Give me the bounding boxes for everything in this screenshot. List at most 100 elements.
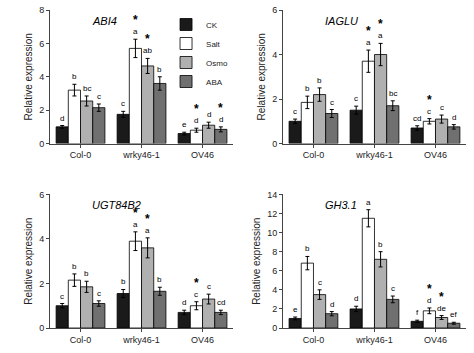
svg-text:*: * (366, 24, 371, 38)
svg-text:a: a (366, 198, 371, 207)
svg-text:b: b (305, 244, 310, 253)
svg-text:c: c (121, 99, 125, 108)
svg-text:Relative expression: Relative expression (23, 218, 34, 305)
svg-text:a: a (133, 27, 138, 36)
svg-text:0: 0 (39, 139, 44, 149)
svg-text:bc: bc (83, 84, 91, 93)
svg-text:4: 4 (39, 234, 44, 244)
svg-text:*: * (218, 101, 223, 115)
svg-text:4: 4 (272, 285, 277, 295)
svg-text:*: * (133, 13, 138, 27)
svg-text:2: 2 (39, 105, 44, 115)
svg-text:d: d (182, 298, 186, 307)
svg-text:a: a (133, 220, 138, 229)
svg-text:OV46: OV46 (191, 335, 214, 345)
svg-text:CK: CK (206, 21, 218, 30)
svg-text:b: b (317, 76, 322, 85)
svg-text:*: * (133, 206, 138, 220)
svg-text:Col-0: Col-0 (70, 150, 92, 160)
svg-text:2: 2 (272, 94, 277, 104)
svg-text:ef: ef (450, 310, 457, 319)
svg-text:b: b (157, 65, 162, 74)
svg-text:*: * (194, 276, 199, 290)
svg-text:*: * (145, 212, 150, 226)
svg-text:c: c (97, 289, 101, 298)
svg-text:b: b (84, 269, 89, 278)
svg-text:2: 2 (272, 304, 277, 314)
svg-text:Col-0: Col-0 (70, 335, 92, 345)
svg-text:d: d (330, 300, 334, 309)
svg-text:Osmo: Osmo (206, 59, 228, 68)
svg-text:d: d (219, 115, 223, 124)
svg-text:c: c (293, 107, 297, 116)
svg-text:6: 6 (39, 190, 44, 200)
svg-text:b: b (305, 84, 310, 93)
svg-text:cd: cd (217, 298, 225, 307)
svg-text:wrky46-1: wrky46-1 (122, 335, 160, 345)
svg-text:e: e (182, 120, 187, 129)
svg-text:8: 8 (39, 5, 44, 15)
svg-text:c: c (354, 94, 358, 103)
svg-text:b: b (378, 240, 383, 249)
svg-text:d: d (354, 294, 358, 303)
svg-text:c: c (427, 107, 431, 116)
svg-text:*: * (427, 93, 432, 107)
svg-text:d: d (60, 114, 64, 123)
svg-text:*: * (378, 17, 383, 31)
svg-text:d: d (207, 110, 211, 119)
svg-text:10: 10 (267, 228, 277, 238)
svg-text:GH3.1: GH3.1 (325, 199, 357, 211)
svg-text:a: a (366, 38, 371, 47)
svg-text:d: d (194, 116, 198, 125)
svg-text:0: 0 (39, 323, 44, 333)
svg-text:Col-0: Col-0 (303, 150, 325, 160)
svg-text:12: 12 (267, 209, 277, 219)
svg-text:b: b (72, 262, 77, 271)
svg-text:6: 6 (272, 266, 277, 276)
svg-text:ABA: ABA (206, 78, 223, 87)
svg-text:c: c (330, 98, 334, 107)
svg-text:cd: cd (413, 114, 421, 123)
svg-text:*: * (194, 102, 199, 116)
svg-text:c: c (207, 282, 211, 291)
svg-text:c: c (440, 103, 444, 112)
svg-text:UGT84B2: UGT84B2 (92, 199, 141, 211)
svg-text:*: * (439, 290, 444, 304)
svg-text:Relative expression: Relative expression (23, 33, 34, 120)
svg-text:c: c (318, 278, 322, 287)
svg-text:b: b (157, 275, 162, 284)
svg-text:*: * (427, 282, 432, 296)
svg-text:OV46: OV46 (424, 150, 447, 160)
svg-text:4: 4 (272, 50, 277, 60)
svg-text:6: 6 (39, 39, 44, 49)
svg-text:ab: ab (143, 46, 152, 55)
svg-text:bc: bc (389, 89, 397, 98)
svg-text:6: 6 (272, 5, 277, 15)
svg-text:2: 2 (39, 279, 44, 289)
svg-text:14: 14 (267, 190, 277, 200)
svg-text:0: 0 (272, 323, 277, 333)
svg-text:a: a (378, 31, 383, 40)
svg-text:c: c (194, 290, 198, 299)
svg-text:de: de (437, 304, 446, 313)
svg-text:8: 8 (272, 247, 277, 257)
svg-text:*: * (145, 32, 150, 46)
svg-text:Col-0: Col-0 (303, 335, 325, 345)
svg-text:f: f (416, 308, 419, 317)
svg-text:OV46: OV46 (191, 150, 214, 160)
svg-text:Salt: Salt (206, 40, 221, 49)
svg-text:0: 0 (272, 139, 277, 149)
svg-text:wrky46-1: wrky46-1 (355, 150, 393, 160)
svg-text:Relative expression: Relative expression (256, 33, 267, 120)
svg-text:e: e (293, 305, 298, 314)
svg-text:OV46: OV46 (424, 335, 447, 345)
svg-text:c: c (97, 92, 101, 101)
svg-text:d: d (427, 296, 431, 305)
svg-text:wrky46-1: wrky46-1 (122, 150, 160, 160)
svg-text:a: a (145, 226, 150, 235)
svg-text:d: d (452, 113, 456, 122)
svg-text:c: c (60, 292, 64, 301)
svg-text:Relative expression: Relative expression (251, 218, 262, 305)
svg-text:c: c (391, 284, 395, 293)
svg-text:wrky46-1: wrky46-1 (355, 335, 393, 345)
